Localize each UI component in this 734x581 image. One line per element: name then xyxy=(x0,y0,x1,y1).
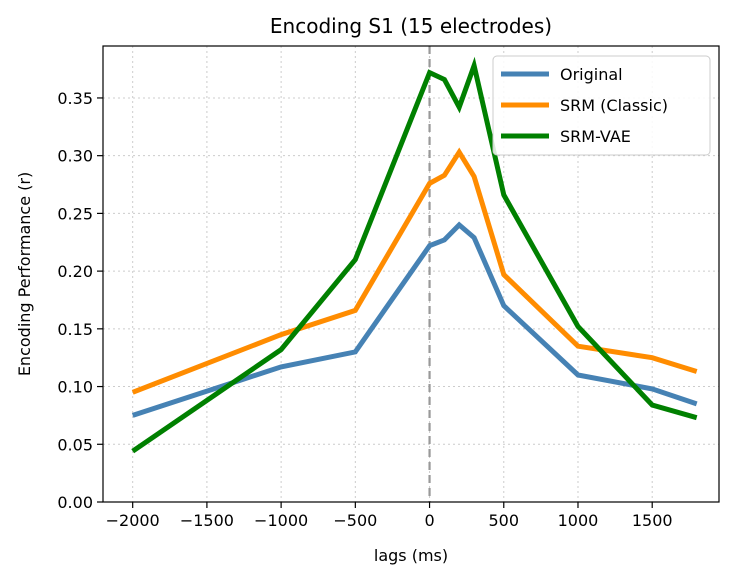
y-tick-label: 0.15 xyxy=(57,320,93,339)
x-tick-label: 1500 xyxy=(632,511,673,530)
x-tick-label: 1000 xyxy=(558,511,599,530)
series-line-srm-vae xyxy=(131,56,698,454)
x-tick-label: 0 xyxy=(424,511,434,530)
plot-frame xyxy=(102,45,720,503)
y-axis-ticks: 0.00 0.05 0.10 0.15 0.20 0.25 0.30 0.35 xyxy=(57,89,103,512)
y-tick-label: 0.20 xyxy=(57,262,93,281)
legend-box xyxy=(492,55,711,156)
x-tick-label: −500 xyxy=(333,511,377,530)
x-tick-label: −1000 xyxy=(254,511,308,530)
y-tick-label: 0.25 xyxy=(57,204,93,223)
chart-title: Encoding S1 (15 electrodes) xyxy=(270,14,552,38)
y-tick-label: 0.35 xyxy=(57,89,93,108)
series-lines xyxy=(131,56,698,454)
x-tick-label: −2000 xyxy=(106,511,160,530)
x-axis-label: lags (ms) xyxy=(374,546,448,565)
legend: Original SRM (Classic) SRM-VAE xyxy=(492,55,711,156)
x-tick-label: −1500 xyxy=(180,511,234,530)
x-axis-ticks: −2000 −1500 −1000 −500 0 500 1000 1500 xyxy=(106,502,673,530)
legend-label: Original xyxy=(560,65,623,84)
legend-label: SRM (Classic) xyxy=(560,96,668,115)
y-tick-label: 0.05 xyxy=(57,435,93,454)
x-tick-label: 500 xyxy=(488,511,519,530)
y-axis-label: Encoding Performance (r) xyxy=(15,172,34,376)
y-tick-label: 0.00 xyxy=(57,493,93,512)
legend-label: SRM-VAE xyxy=(560,127,631,146)
y-tick-label: 0.10 xyxy=(57,378,93,397)
series-line-original xyxy=(131,221,698,418)
y-tick-label: 0.30 xyxy=(57,147,93,166)
